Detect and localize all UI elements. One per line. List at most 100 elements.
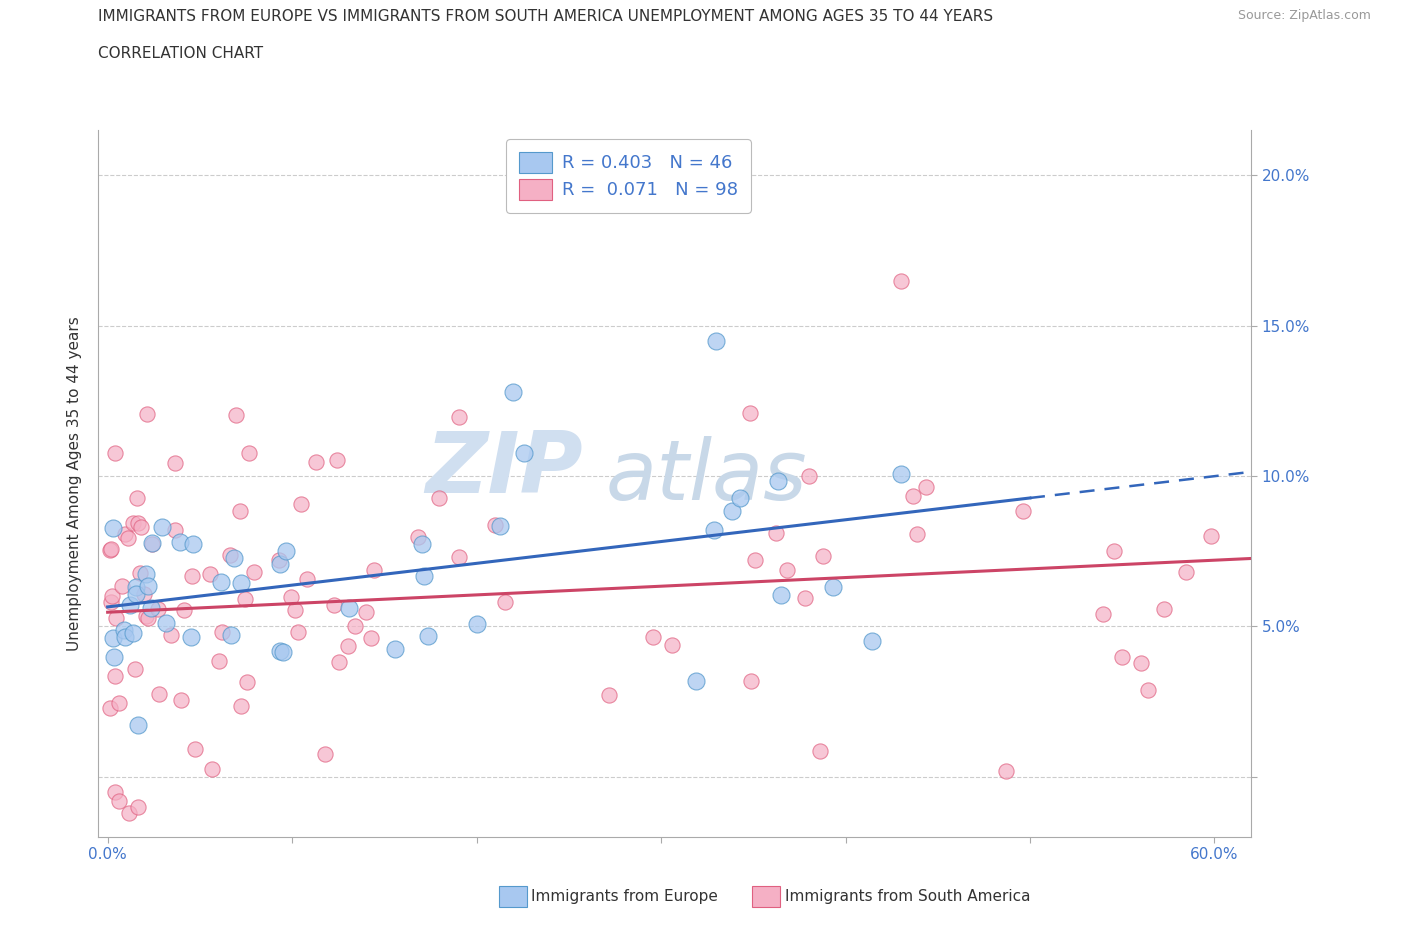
Point bbox=[269, 644, 291, 658]
Point bbox=[808, 744, 831, 759]
Point bbox=[295, 572, 318, 587]
Text: Immigrants from Europe: Immigrants from Europe bbox=[531, 889, 718, 904]
Point bbox=[797, 469, 820, 484]
Point bbox=[280, 590, 302, 604]
Point bbox=[337, 601, 360, 616]
Point bbox=[775, 562, 797, 577]
Point bbox=[141, 537, 163, 551]
Point bbox=[100, 542, 122, 557]
Legend: R = 0.403   N = 46, R =  0.071   N = 98: R = 0.403 N = 46, R = 0.071 N = 98 bbox=[506, 140, 751, 213]
Point bbox=[108, 793, 131, 808]
Point bbox=[1174, 565, 1197, 579]
Point bbox=[155, 616, 177, 631]
Point bbox=[502, 384, 524, 399]
Point bbox=[360, 631, 382, 645]
Point bbox=[994, 764, 1017, 778]
Point bbox=[411, 537, 433, 551]
Point bbox=[222, 551, 245, 565]
Point bbox=[98, 700, 121, 715]
Point bbox=[233, 591, 256, 606]
Point bbox=[124, 661, 146, 676]
Point bbox=[236, 674, 259, 689]
Point bbox=[740, 673, 762, 688]
Point bbox=[413, 569, 436, 584]
Point bbox=[136, 611, 159, 626]
Point bbox=[104, 669, 127, 684]
Point bbox=[127, 515, 149, 530]
Point bbox=[794, 591, 817, 605]
Point bbox=[105, 611, 128, 626]
Point bbox=[136, 578, 159, 593]
Point bbox=[129, 565, 152, 580]
Point bbox=[125, 579, 148, 594]
Point bbox=[125, 587, 148, 602]
Point bbox=[1102, 544, 1125, 559]
Point bbox=[484, 517, 506, 532]
Point bbox=[661, 637, 683, 652]
Point bbox=[449, 550, 471, 565]
Point bbox=[104, 445, 127, 460]
Point bbox=[135, 566, 157, 581]
Point bbox=[305, 454, 328, 469]
Y-axis label: Unemployment Among Ages 35 to 44 years: Unemployment Among Ages 35 to 44 years bbox=[67, 316, 83, 651]
Point bbox=[284, 603, 307, 618]
Point bbox=[103, 520, 125, 535]
Point bbox=[1111, 649, 1133, 664]
Point bbox=[685, 673, 707, 688]
Point bbox=[447, 410, 470, 425]
Point bbox=[314, 747, 336, 762]
Point bbox=[219, 628, 242, 643]
Point bbox=[163, 455, 186, 470]
Point bbox=[198, 566, 221, 581]
Point bbox=[769, 588, 792, 603]
Point bbox=[322, 598, 344, 613]
Point bbox=[136, 406, 159, 421]
Point bbox=[1153, 602, 1175, 617]
Point bbox=[103, 650, 125, 665]
Point bbox=[150, 519, 173, 534]
Point bbox=[209, 574, 232, 589]
Point bbox=[114, 526, 136, 541]
Point bbox=[328, 655, 350, 670]
Point bbox=[184, 742, 207, 757]
Point bbox=[104, 863, 127, 878]
Point bbox=[1091, 606, 1114, 621]
Point bbox=[111, 579, 134, 594]
Point bbox=[494, 595, 516, 610]
Point bbox=[238, 445, 260, 460]
Point bbox=[181, 537, 204, 551]
Point bbox=[118, 598, 141, 613]
Point bbox=[165, 522, 187, 537]
Point bbox=[363, 562, 385, 577]
Point bbox=[901, 488, 924, 503]
Point bbox=[465, 617, 488, 631]
Point bbox=[744, 552, 766, 567]
Point bbox=[728, 491, 751, 506]
Point bbox=[1129, 655, 1152, 670]
Point bbox=[598, 687, 620, 702]
Point bbox=[132, 586, 155, 601]
Point bbox=[267, 552, 290, 567]
Point bbox=[127, 717, 149, 732]
Point bbox=[211, 624, 233, 639]
Text: IMMIGRANTS FROM EUROPE VS IMMIGRANTS FROM SOUTH AMERICA UNEMPLOYMENT AMONG AGES : IMMIGRANTS FROM EUROPE VS IMMIGRANTS FRO… bbox=[98, 9, 994, 24]
Point bbox=[180, 568, 202, 583]
Point bbox=[104, 784, 127, 799]
Point bbox=[160, 628, 183, 643]
Text: Source: ZipAtlas.com: Source: ZipAtlas.com bbox=[1237, 9, 1371, 22]
Text: CORRELATION CHART: CORRELATION CHART bbox=[98, 46, 263, 61]
Point bbox=[173, 603, 195, 618]
Point bbox=[274, 543, 297, 558]
Point bbox=[703, 523, 725, 538]
Point bbox=[706, 333, 728, 348]
Point bbox=[121, 516, 143, 531]
Point bbox=[219, 548, 242, 563]
Point bbox=[914, 480, 936, 495]
Point bbox=[225, 407, 247, 422]
Point bbox=[208, 654, 231, 669]
Text: atlas: atlas bbox=[606, 436, 807, 517]
Text: ZIP: ZIP bbox=[425, 428, 582, 511]
Point bbox=[170, 693, 193, 708]
Point bbox=[765, 525, 787, 540]
Point bbox=[146, 602, 169, 617]
